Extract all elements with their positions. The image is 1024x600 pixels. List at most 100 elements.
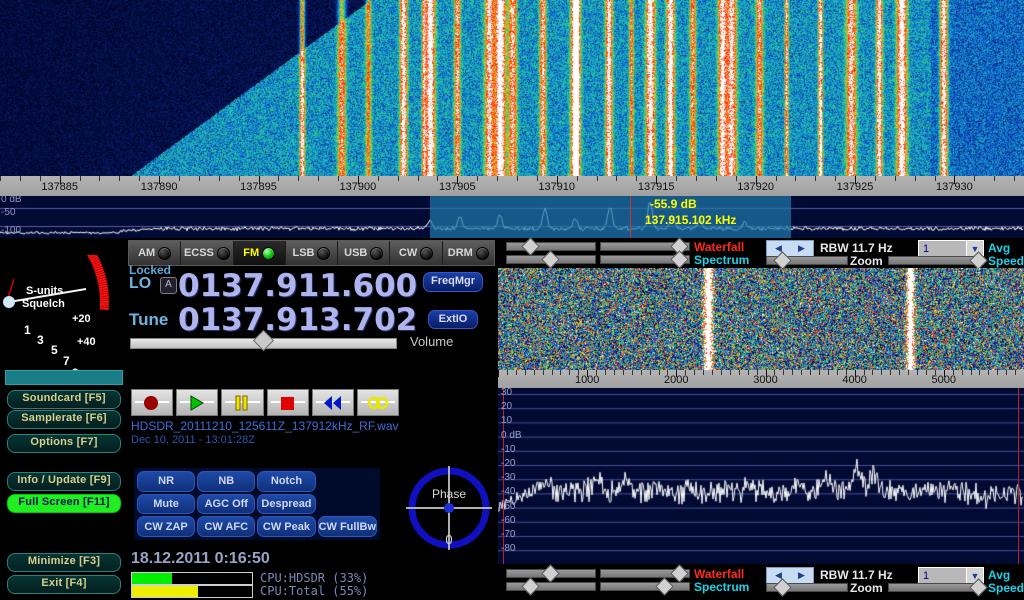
mode-led-icon <box>216 246 230 260</box>
af-ruler-tick <box>738 370 740 375</box>
waterfall-contrast-slider[interactable] <box>506 242 596 251</box>
despread-button[interactable]: Despread <box>257 493 316 515</box>
ruler-tick <box>39 176 41 181</box>
af-waterfall[interactable] <box>498 268 1024 370</box>
mode-button-lsb[interactable]: LSB <box>285 241 339 265</box>
af-ruler-tick <box>854 370 856 377</box>
af-ruler-tick <box>881 370 883 375</box>
lo-frequency-value[interactable]: 0137.911.600 <box>178 268 418 304</box>
af-db-label: 10 <box>501 415 513 427</box>
mode-button-ecss[interactable]: ECSS <box>181 241 234 265</box>
mute-button[interactable]: Mute <box>137 493 196 515</box>
tune-cursor[interactable] <box>630 196 632 238</box>
cw-fullbw-button[interactable]: CW FullBw <box>317 516 377 537</box>
exit-button[interactable]: Exit [F4] <box>7 575 121 594</box>
squelch-slider[interactable] <box>5 370 123 385</box>
play-button[interactable] <box>176 389 219 416</box>
spectrum-label: Spectrum <box>694 253 750 267</box>
zoom-slider[interactable] <box>766 583 848 592</box>
spectrum-brightness-slider[interactable] <box>600 255 690 264</box>
rf-frequency-ruler[interactable]: 137885 137890 137895 137900 137905 137910 1379… <box>0 176 1024 197</box>
s-meter-tick <box>91 259 101 265</box>
tune-label: Tune <box>129 310 169 329</box>
agc-button[interactable]: AGC Off <box>197 493 256 515</box>
loop-button[interactable] <box>356 389 400 416</box>
af-ruler-tick <box>694 370 696 375</box>
main-waterfall[interactable] <box>0 0 1024 176</box>
rbw-stepper[interactable]: ◀ ▶ <box>766 240 814 257</box>
bottom-display-controls: Waterfall Spectrum ◀ ▶ RBW 11.7 Hz Zoom 1 ▼ Avg S… <box>498 564 1024 597</box>
mode-button-drm[interactable]: DRM <box>442 241 494 265</box>
full-screen-button[interactable]: Full Screen [F11] <box>7 494 121 513</box>
rewind-icon <box>323 395 341 410</box>
waterfall-label: Waterfall <box>694 240 745 254</box>
nr-button[interactable]: NR <box>137 471 196 492</box>
speed-label: Speed <box>988 581 1024 595</box>
s-meter-tick <box>99 291 109 295</box>
mode-button-am[interactable]: AM <box>129 241 182 265</box>
af-right-edge-marker <box>1018 388 1019 564</box>
cw-zap-button[interactable]: CW ZAP <box>137 516 196 537</box>
s-meter-tick <box>92 261 102 267</box>
ruler-tick <box>656 176 658 184</box>
mode-led-icon <box>370 246 384 260</box>
rewind-button[interactable] <box>311 389 354 416</box>
chevron-right-icon[interactable]: ▶ <box>798 570 805 580</box>
passband-overlay[interactable] <box>429 196 792 238</box>
nb-button[interactable]: NB <box>197 471 256 492</box>
pause-button[interactable] <box>221 389 264 416</box>
spectrum-contrast-slider[interactable] <box>506 582 596 591</box>
af-db-label: -70 <box>501 529 516 540</box>
af-db-label: -80 <box>501 543 516 555</box>
locked-label: Locked <box>129 263 172 277</box>
spectrum-brightness-slider[interactable] <box>600 582 690 591</box>
extio-button[interactable]: ExtIO <box>428 310 478 329</box>
mode-button-usb[interactable]: USB <box>338 241 391 265</box>
af-db-label: -50 <box>501 500 516 512</box>
s-meter-tick <box>98 286 109 290</box>
af-db-label: 20 <box>501 401 513 413</box>
mode-selector[interactable]: AM ECSS FM LSB USB CW DRM <box>128 240 495 266</box>
minimize-button[interactable]: Minimize [F3] <box>7 553 121 572</box>
ruler-tick <box>974 176 976 181</box>
info-update-button[interactable]: Info / Update [F9] <box>7 472 121 491</box>
af-ruler-tick <box>533 370 535 375</box>
stop-button[interactable] <box>266 389 309 416</box>
ruler-tick <box>198 176 200 181</box>
waterfall-brightness-slider-knob[interactable] <box>670 564 689 583</box>
soundcard-button[interactable]: Soundcard [F5] <box>7 390 121 409</box>
waterfall-contrast-slider-knob[interactable] <box>541 564 560 583</box>
af-frequency-ruler[interactable]: 1000 2000 3000 4000 5000 <box>498 370 1024 388</box>
ruler-tick <box>914 176 916 181</box>
ruler-label: 137895 <box>240 181 277 193</box>
af-spectrum-plot[interactable]: 30 20 10 0 dB -10 -20 -30 -40 -50 -60 -70 -80 <box>498 388 1024 564</box>
mode-button-cw[interactable]: CW <box>390 241 443 265</box>
ruler-tick <box>795 176 797 181</box>
freq-manager-button[interactable]: FreqMgr <box>423 272 483 292</box>
notch-button[interactable]: Notch <box>257 471 316 492</box>
zoom-slider[interactable] <box>766 256 848 265</box>
chevron-left-icon[interactable]: ◀ <box>775 570 782 580</box>
mode-button-fm[interactable]: FM <box>233 241 286 265</box>
samplerate-button[interactable]: Samplerate [F6] <box>7 410 121 429</box>
record-button[interactable] <box>131 389 174 416</box>
rf-spectrum-plot[interactable]: 0 dB -50 -100 -55.9 dB 137.915.102 kHz <box>0 196 1024 238</box>
af-ruler-tick <box>587 370 589 377</box>
rbw-label: RBW 11.7 Hz <box>820 241 893 255</box>
waterfall-brightness-slider[interactable] <box>600 242 690 251</box>
options-button[interactable]: Options [F7] <box>7 434 121 453</box>
waterfall-contrast-slider-knob[interactable] <box>521 237 540 256</box>
stop-icon <box>280 396 294 410</box>
chevron-left-icon[interactable]: ◀ <box>775 243 782 253</box>
waterfall-brightness-slider[interactable] <box>600 569 690 578</box>
rbw-stepper[interactable]: ◀ ▶ <box>766 567 814 584</box>
af-ruler-tick <box>569 370 571 375</box>
ruler-tick <box>79 176 81 181</box>
squelch-label: Squelch <box>22 298 65 310</box>
transport-controls[interactable] <box>131 389 400 416</box>
cw-peak-button[interactable]: CW Peak <box>257 516 316 537</box>
chevron-right-icon[interactable]: ▶ <box>798 243 805 253</box>
lo-auto-flag[interactable]: A <box>160 277 177 294</box>
cw-afc-button[interactable]: CW AFC <box>197 516 256 537</box>
tune-frequency-value[interactable]: 0137.913.702 <box>178 302 418 338</box>
